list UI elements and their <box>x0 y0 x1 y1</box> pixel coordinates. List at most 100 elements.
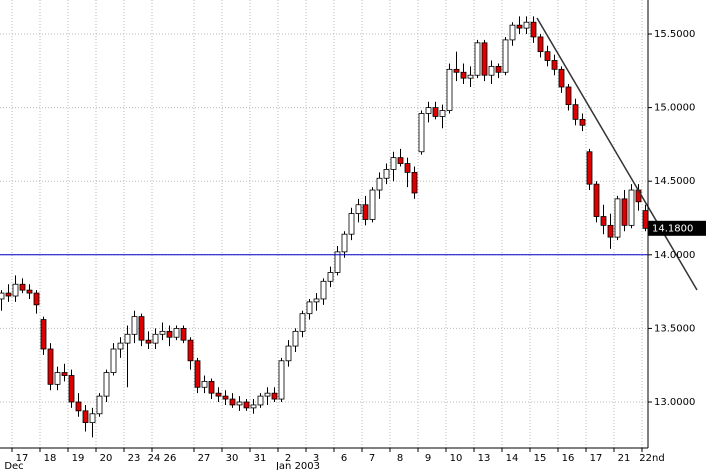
candle-body <box>495 65 502 73</box>
x-tick-label: 15 <box>534 453 547 464</box>
x-tick-label: 30 <box>226 453 239 464</box>
y-tick-label: 15.0000 <box>654 103 695 114</box>
x-tick-label: 14 <box>506 453 519 464</box>
candle-body <box>264 392 271 397</box>
candle-body <box>152 333 159 344</box>
candle-body <box>61 372 68 376</box>
x-tick-label: 9 <box>425 453 431 464</box>
candle-body <box>0 292 5 300</box>
candle-body <box>138 316 145 341</box>
candle-body <box>467 74 474 79</box>
candle-body <box>201 380 208 388</box>
candle-body <box>131 316 138 335</box>
y-tick-label: 13.0000 <box>654 397 695 408</box>
candle-body <box>425 107 432 114</box>
candle-body <box>362 204 369 220</box>
x-tick-label: 23 <box>128 453 141 464</box>
x-tick-label: 22nd <box>639 453 664 464</box>
candle-body <box>103 372 110 397</box>
candle-body <box>26 289 33 294</box>
candle-body <box>82 410 89 424</box>
candle-body <box>12 283 19 297</box>
candle-body <box>439 110 446 117</box>
x-sublabel: Dec <box>4 461 23 470</box>
candle-body <box>607 224 614 238</box>
candle-body <box>530 21 537 38</box>
candle-body <box>299 313 306 332</box>
candle-body <box>243 401 250 409</box>
candle-body <box>285 345 292 362</box>
candle-body <box>327 272 334 282</box>
candle-body <box>194 360 201 388</box>
candle-body <box>551 60 558 70</box>
candle-body <box>572 104 579 120</box>
candle-body <box>383 169 390 179</box>
x-tick-label: 7 <box>369 453 375 464</box>
candle-body <box>341 233 348 253</box>
candle-body <box>558 68 565 88</box>
candle-body <box>257 395 264 406</box>
x-tick-label: 21 <box>618 453 631 464</box>
candle-body <box>145 339 152 344</box>
candle-body <box>593 183 600 217</box>
x-tick-label: 6 <box>341 453 347 464</box>
candle-body <box>208 380 215 394</box>
y-tick-label: 14.0000 <box>654 250 695 261</box>
candle-body <box>89 413 96 424</box>
x-tick-label: 2 <box>285 453 291 464</box>
candle-body <box>411 171 418 194</box>
x-tick-label: 20 <box>100 453 113 464</box>
x-tick-label: 17 <box>16 453 29 464</box>
candle-body <box>446 68 453 111</box>
last-price-label: 14.1800 <box>652 223 693 234</box>
x-tick-label: 24 26 <box>148 453 177 464</box>
candle-body <box>173 328 180 338</box>
candle-body <box>96 395 103 415</box>
candle-body <box>516 24 523 29</box>
candle-body <box>334 251 341 273</box>
candle-body <box>642 210 649 229</box>
candle-body <box>166 330 173 338</box>
candle-body <box>117 342 124 350</box>
candle-body <box>320 280 327 300</box>
x-tick-label: 31 <box>254 453 267 464</box>
y-tick-label: 13.5000 <box>654 323 695 334</box>
x-tick-label: 3 <box>313 453 319 464</box>
x-tick-label: 16 <box>562 453 575 464</box>
candle-body <box>19 283 26 291</box>
candle-body <box>33 292 40 306</box>
x-tick-label: 13 <box>478 453 491 464</box>
candle-body <box>222 395 229 400</box>
candle-body <box>236 401 243 406</box>
candle-body <box>313 298 320 303</box>
candle-body <box>474 42 481 76</box>
candle-body <box>488 65 495 76</box>
candle-body <box>68 375 75 403</box>
candle-body <box>229 398 236 406</box>
candle-body <box>628 189 635 226</box>
x-tick-label: 8 <box>397 453 403 464</box>
candle-body <box>215 392 222 397</box>
candle-body <box>292 330 299 347</box>
candle-body <box>54 372 61 385</box>
x-tick-label: 27 <box>198 453 211 464</box>
candle-body <box>369 189 376 220</box>
candle-body <box>614 198 621 238</box>
candle-body <box>509 24 516 41</box>
candle-body <box>110 348 117 373</box>
candle-body <box>579 118 586 126</box>
candle-body <box>355 204 362 214</box>
candle-body <box>537 36 544 53</box>
candle-body <box>278 360 285 400</box>
x-tick-label: 17 <box>590 453 603 464</box>
candle-body <box>124 333 131 344</box>
candle-body <box>306 301 313 315</box>
last-price-box <box>648 220 706 236</box>
candle-body <box>180 328 187 341</box>
candle-body <box>159 330 166 335</box>
x-tick-label: 19 <box>72 453 85 464</box>
candle-body <box>404 163 411 173</box>
candle-body <box>348 213 355 235</box>
